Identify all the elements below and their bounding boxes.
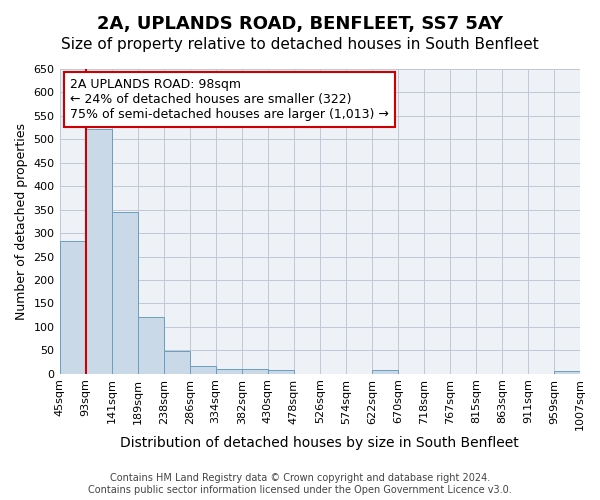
Text: 2A, UPLANDS ROAD, BENFLEET, SS7 5AY: 2A, UPLANDS ROAD, BENFLEET, SS7 5AY <box>97 15 503 33</box>
Bar <box>137 318 164 374</box>
Text: Contains HM Land Registry data © Crown copyright and database right 2024.
Contai: Contains HM Land Registry data © Crown c… <box>88 474 512 495</box>
Bar <box>164 351 190 374</box>
Bar <box>268 370 294 374</box>
Text: Size of property relative to detached houses in South Benfleet: Size of property relative to detached ho… <box>61 38 539 52</box>
Bar <box>59 241 86 374</box>
Bar <box>554 372 580 374</box>
Bar <box>112 212 137 374</box>
Bar <box>372 370 398 374</box>
Text: 2A UPLANDS ROAD: 98sqm
← 24% of detached houses are smaller (322)
75% of semi-de: 2A UPLANDS ROAD: 98sqm ← 24% of detached… <box>70 78 389 121</box>
Bar <box>86 130 112 374</box>
X-axis label: Distribution of detached houses by size in South Benfleet: Distribution of detached houses by size … <box>121 436 519 450</box>
Bar <box>215 369 242 374</box>
Y-axis label: Number of detached properties: Number of detached properties <box>15 123 28 320</box>
Bar <box>242 369 268 374</box>
Bar <box>190 366 215 374</box>
